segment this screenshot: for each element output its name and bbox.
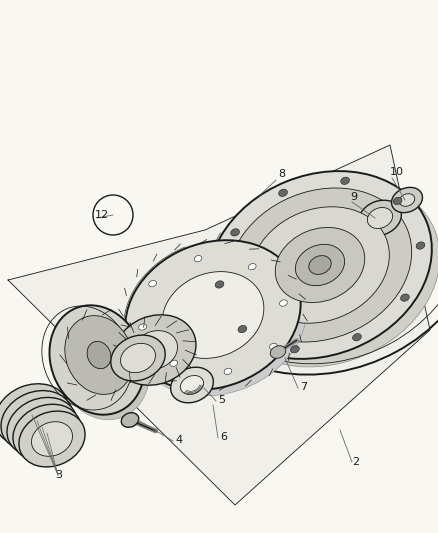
Ellipse shape xyxy=(0,384,69,446)
Text: 7: 7 xyxy=(300,382,307,392)
Ellipse shape xyxy=(131,246,307,396)
Ellipse shape xyxy=(248,263,256,270)
Ellipse shape xyxy=(216,179,438,367)
Ellipse shape xyxy=(171,367,213,403)
Ellipse shape xyxy=(13,404,81,462)
Ellipse shape xyxy=(26,415,68,451)
Ellipse shape xyxy=(251,207,389,323)
Ellipse shape xyxy=(416,242,425,249)
Ellipse shape xyxy=(111,335,165,381)
Ellipse shape xyxy=(49,305,145,415)
Ellipse shape xyxy=(208,171,432,359)
Ellipse shape xyxy=(392,188,423,213)
Ellipse shape xyxy=(180,376,204,394)
Ellipse shape xyxy=(1,391,73,451)
Ellipse shape xyxy=(275,228,365,303)
Ellipse shape xyxy=(353,334,361,341)
Ellipse shape xyxy=(139,324,146,330)
Ellipse shape xyxy=(87,341,111,369)
Text: 8: 8 xyxy=(278,169,285,179)
Ellipse shape xyxy=(228,188,412,342)
Text: 10: 10 xyxy=(390,167,404,177)
Ellipse shape xyxy=(290,345,299,353)
Polygon shape xyxy=(8,145,430,505)
Text: 2: 2 xyxy=(352,457,359,467)
Ellipse shape xyxy=(7,398,77,457)
Ellipse shape xyxy=(9,395,55,434)
Ellipse shape xyxy=(393,197,402,205)
Ellipse shape xyxy=(54,310,149,419)
Text: 3: 3 xyxy=(55,470,62,480)
Ellipse shape xyxy=(170,360,178,367)
Ellipse shape xyxy=(149,280,156,287)
Ellipse shape xyxy=(399,193,415,206)
Ellipse shape xyxy=(341,177,350,184)
Ellipse shape xyxy=(231,229,240,236)
Ellipse shape xyxy=(359,200,401,236)
Ellipse shape xyxy=(120,343,155,373)
Ellipse shape xyxy=(15,402,59,440)
Ellipse shape xyxy=(125,240,301,390)
Ellipse shape xyxy=(270,346,286,358)
Ellipse shape xyxy=(114,315,196,385)
Text: 12: 12 xyxy=(95,210,109,220)
Ellipse shape xyxy=(269,343,277,350)
Ellipse shape xyxy=(121,413,139,427)
Ellipse shape xyxy=(20,409,64,446)
Ellipse shape xyxy=(401,294,409,301)
Ellipse shape xyxy=(19,411,85,467)
Text: 6: 6 xyxy=(220,432,227,442)
Text: 4: 4 xyxy=(175,435,182,445)
Ellipse shape xyxy=(295,244,345,286)
Ellipse shape xyxy=(238,326,247,333)
Ellipse shape xyxy=(194,255,202,262)
Ellipse shape xyxy=(162,272,264,358)
Ellipse shape xyxy=(279,189,287,197)
Ellipse shape xyxy=(65,316,133,394)
Ellipse shape xyxy=(309,256,331,274)
Text: 5: 5 xyxy=(218,395,225,405)
Ellipse shape xyxy=(279,300,287,306)
Ellipse shape xyxy=(215,281,224,288)
Ellipse shape xyxy=(367,207,392,229)
Ellipse shape xyxy=(224,368,232,375)
Text: 9: 9 xyxy=(350,192,357,202)
Ellipse shape xyxy=(132,330,177,369)
Ellipse shape xyxy=(32,422,73,456)
